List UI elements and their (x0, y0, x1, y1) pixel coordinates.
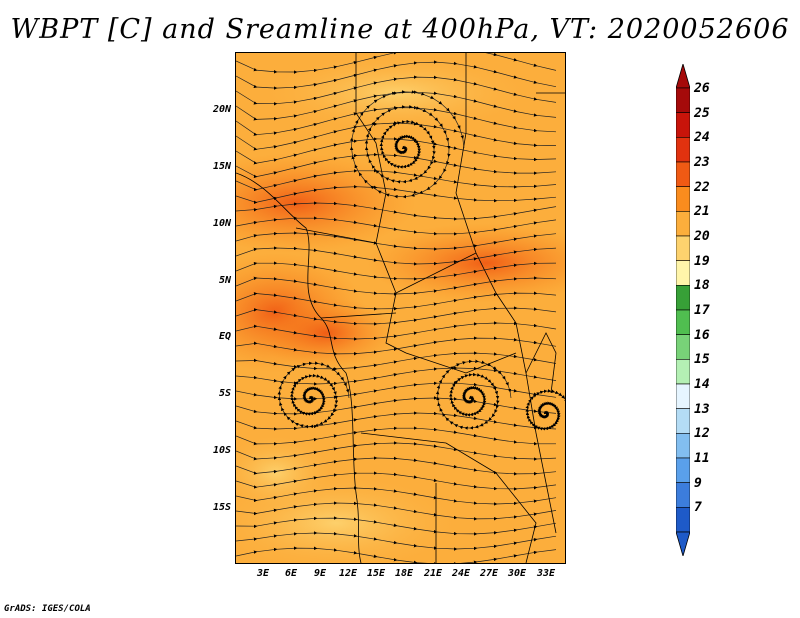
lon-label-27e: 27E (479, 568, 499, 579)
colorbar-box (676, 408, 690, 434)
colorbar-box (676, 161, 690, 187)
colorbar-box (676, 87, 690, 113)
colorbar (676, 64, 690, 556)
colorbar-box (676, 260, 690, 286)
colorbar-box (676, 285, 690, 311)
colorbar-box (676, 359, 690, 385)
colorbar-box (676, 186, 690, 212)
colorbar-box (676, 433, 690, 459)
lat-label-10n: 10N (212, 218, 231, 229)
colorbar-box (676, 334, 690, 360)
streamline (349, 90, 465, 199)
colorbar-label: 12 (694, 426, 710, 442)
lat-label-5n: 5N (218, 275, 231, 286)
streamline (236, 531, 557, 551)
lon-label-30e: 30E (507, 568, 527, 579)
colorbar-box (676, 137, 690, 163)
colorbar-label: 21 (694, 204, 710, 220)
colorbar-label: 24 (694, 130, 710, 146)
colorbar-label: 16 (694, 327, 710, 343)
colorbar-box (676, 309, 690, 335)
lat-label-20n: 20N (212, 104, 231, 115)
colorbar-label: 17 (694, 303, 710, 318)
colorbar-box (676, 235, 690, 261)
lon-label-15e: 15E (366, 568, 386, 579)
colorbar-label: 22 (694, 179, 710, 195)
colorbar-label: 20 (694, 229, 710, 244)
colorbar-label: 9 (694, 475, 702, 491)
colorbar-box (676, 112, 690, 138)
lon-label-33e: 33E (536, 568, 556, 579)
lat-label-10s: 10S (212, 445, 231, 456)
lat-label-15s: 15S (212, 502, 231, 513)
colorbar-label: 18 (694, 278, 710, 294)
lat-label-15n: 15N (212, 161, 231, 172)
colorbar-label: 26 (694, 81, 710, 96)
streamline (236, 201, 557, 221)
streamline (525, 389, 565, 431)
lon-label-3e: 3E (256, 568, 270, 579)
streamline (277, 361, 350, 429)
colorbar-arrow-bottom (676, 531, 690, 556)
colorbar-box (676, 457, 690, 483)
lon-label-18e: 18E (394, 568, 414, 579)
colorbar-label: 25 (694, 105, 710, 121)
lon-label-12e: 12E (338, 568, 358, 579)
colorbar-label: 23 (694, 155, 710, 170)
credit-text: GrADS: IGES/COLA (4, 604, 91, 614)
colorbar-label: 19 (694, 253, 710, 269)
colorbar-box (676, 211, 690, 237)
colorbar-label: 13 (694, 401, 710, 417)
chart-title: WBPT [C] and Sreamline at 400hPa, VT: 20… (10, 14, 790, 45)
lat-label-eq: EQ (218, 331, 231, 342)
streamline (236, 546, 557, 563)
streamlines (236, 53, 565, 563)
country-borders (236, 53, 565, 563)
lat-label-5s: 5S (218, 388, 231, 399)
lon-label-24e: 24E (451, 568, 471, 579)
colorbar-label: 14 (694, 377, 710, 392)
lon-label-6e: 6E (284, 568, 298, 579)
lon-label-21e: 21E (423, 568, 443, 579)
colorbar-box (676, 507, 690, 533)
colorbar-label: 15 (694, 352, 710, 368)
streamline (236, 216, 557, 236)
streamline (236, 336, 557, 356)
streamline (435, 359, 512, 430)
colorbar-label: 7 (694, 500, 702, 516)
colorbar-box (676, 383, 690, 409)
colorbar-box (676, 482, 690, 508)
lon-label-9e: 9E (313, 568, 327, 579)
streamline (236, 321, 557, 341)
colorbar-label: 11 (694, 451, 710, 466)
wbpt-streamline-map (236, 53, 565, 563)
map-panel (235, 52, 566, 564)
colorbar-arrow-top (676, 64, 690, 89)
